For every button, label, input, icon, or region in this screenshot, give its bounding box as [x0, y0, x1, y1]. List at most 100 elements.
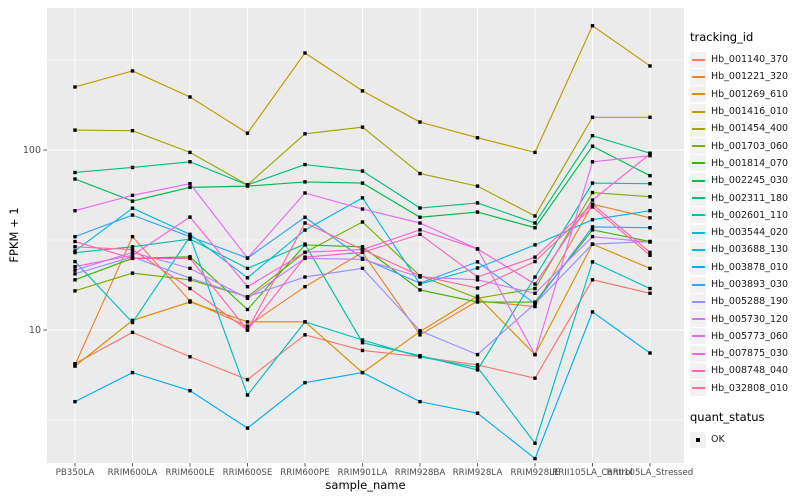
data-point — [130, 245, 135, 249]
data-point — [360, 245, 365, 249]
legend-key-line — [691, 93, 705, 96]
data-point — [648, 253, 652, 258]
data-point — [590, 260, 595, 264]
legend-item-label: Hb_003893_030 — [711, 279, 789, 290]
data-point — [303, 228, 307, 232]
data-point — [73, 170, 77, 175]
data-point — [590, 310, 595, 314]
data-point — [418, 281, 422, 285]
data-point — [475, 368, 480, 372]
legend-key — [690, 431, 706, 448]
legend-item-Hb_001269_610: Hb_001269_610 — [690, 86, 800, 103]
legend-item-Hb_001454_400: Hb_001454_400 — [690, 120, 800, 137]
data-point — [590, 202, 595, 206]
data-point — [130, 193, 135, 198]
data-point — [188, 300, 192, 304]
data-point — [188, 286, 192, 291]
data-point — [245, 377, 250, 382]
x-tick-label: RRII105LA_Control — [552, 468, 633, 478]
data-point — [303, 215, 307, 219]
data-point — [130, 234, 135, 239]
legend-key — [690, 380, 706, 397]
data-point — [360, 370, 365, 375]
data-point — [188, 234, 192, 239]
data-point — [73, 289, 77, 293]
data-point — [475, 201, 480, 205]
data-point — [418, 232, 422, 237]
legend-item-label: Hb_001269_610 — [711, 88, 789, 100]
legend-key-line — [691, 248, 705, 251]
data-point — [475, 363, 480, 367]
legend-key-line — [691, 145, 705, 148]
data-point — [475, 300, 480, 304]
legend-key-line — [691, 300, 705, 303]
data-point — [648, 64, 652, 68]
data-point — [188, 215, 192, 219]
legend-key-line — [691, 214, 705, 217]
x-tick-label: RRIM928BA — [395, 468, 446, 478]
data-point — [130, 206, 135, 210]
data-point — [73, 250, 77, 255]
data-point — [360, 266, 365, 271]
legend-key-point — [696, 437, 700, 442]
data-point — [533, 291, 537, 295]
legend-key-line — [691, 231, 705, 234]
data-point — [130, 199, 135, 203]
data-point — [245, 324, 250, 328]
data-point — [130, 165, 135, 170]
data-point — [303, 51, 307, 55]
data-point — [245, 328, 250, 332]
data-point — [130, 250, 135, 255]
legend-key — [690, 172, 706, 189]
data-point — [648, 195, 652, 199]
data-point — [533, 301, 537, 306]
legend-key-line — [691, 266, 705, 269]
data-point — [648, 152, 652, 156]
legend-key — [690, 190, 706, 207]
data-point — [188, 232, 192, 237]
data-point — [245, 276, 250, 280]
legend-key — [690, 138, 706, 155]
data-point — [188, 389, 192, 393]
data-point — [245, 426, 250, 430]
legend-key — [690, 86, 706, 103]
legend-item-Hb_003893_030: Hb_003893_030 — [690, 276, 800, 293]
legend-title-quant-status: quant_status — [690, 409, 765, 424]
legend-key-line — [691, 369, 705, 372]
legend-item-Hb_007875_030: Hb_007875_030 — [690, 345, 800, 362]
legend-items: Hb_001140_370 Hb_001221_320 Hb_001269_610 H… — [690, 51, 800, 397]
legend-item-Hb_001814_070: Hb_001814_070 — [690, 155, 800, 172]
data-point — [648, 181, 652, 186]
legend-key-line — [691, 110, 705, 113]
legend-item-Hb_008748_040: Hb_008748_040 — [690, 362, 800, 379]
data-point — [245, 320, 250, 324]
data-point — [303, 191, 307, 195]
data-point — [475, 296, 480, 301]
x-axis-title: sample_name — [325, 478, 406, 492]
legend-item-label: Hb_001221_320 — [711, 71, 789, 83]
data-point — [245, 266, 250, 271]
legend-item-label: Hb_005773_060 — [711, 330, 789, 342]
data-point — [590, 115, 595, 119]
data-point — [188, 150, 192, 155]
x-tick-label: RRIM928LA — [453, 468, 503, 478]
data-point — [130, 247, 135, 252]
data-point — [533, 441, 537, 445]
data-point — [130, 318, 135, 323]
data-point — [360, 341, 365, 345]
data-point — [590, 198, 595, 202]
data-point — [590, 225, 595, 229]
x-tick-label: RRIM600LE — [165, 468, 214, 478]
data-point — [188, 181, 192, 186]
data-point — [418, 355, 422, 359]
legend-item-Hb_001703_060: Hb_001703_060 — [690, 137, 800, 155]
data-point — [73, 272, 77, 276]
data-point — [475, 275, 480, 279]
data-point — [648, 266, 652, 271]
data-point — [533, 352, 537, 357]
data-point — [590, 24, 595, 28]
data-point — [130, 330, 135, 335]
legend-item-Hb_005730_120: Hb_005730_120 — [690, 310, 800, 328]
data-point — [418, 228, 422, 232]
